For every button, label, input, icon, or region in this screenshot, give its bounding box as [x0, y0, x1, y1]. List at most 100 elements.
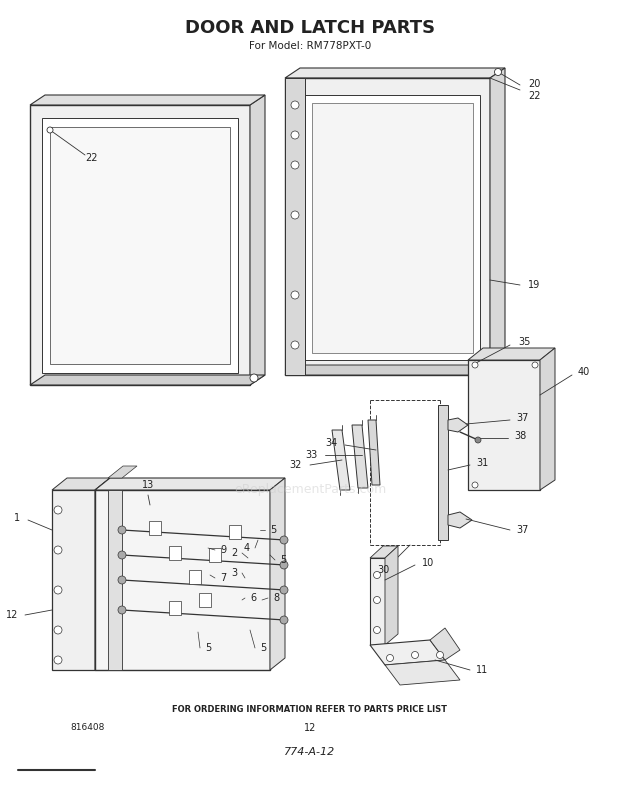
Polygon shape [385, 660, 460, 685]
Circle shape [250, 374, 258, 382]
Text: 12: 12 [304, 723, 316, 733]
Polygon shape [189, 570, 201, 584]
Circle shape [291, 341, 299, 349]
Polygon shape [209, 548, 221, 562]
Polygon shape [468, 348, 555, 360]
Circle shape [373, 597, 381, 604]
Polygon shape [229, 525, 241, 539]
Circle shape [54, 656, 62, 664]
Text: 774-A-12: 774-A-12 [285, 747, 335, 757]
Text: 40: 40 [578, 367, 590, 377]
Polygon shape [370, 546, 398, 558]
Circle shape [118, 526, 126, 534]
Text: 2: 2 [231, 548, 237, 558]
Text: 3: 3 [231, 568, 237, 578]
Text: 33: 33 [306, 450, 318, 460]
Polygon shape [30, 95, 265, 105]
Polygon shape [169, 601, 181, 615]
Polygon shape [108, 466, 137, 478]
Text: FOR ORDERING INFORMATION REFER TO PARTS PRICE LIST: FOR ORDERING INFORMATION REFER TO PARTS … [172, 706, 448, 714]
Circle shape [373, 571, 381, 579]
Polygon shape [95, 490, 270, 670]
Circle shape [280, 536, 288, 544]
Polygon shape [270, 478, 285, 670]
Text: 12: 12 [6, 610, 18, 620]
Circle shape [54, 626, 62, 634]
Text: 7: 7 [220, 573, 226, 583]
Text: 34: 34 [326, 438, 338, 448]
Polygon shape [169, 546, 181, 560]
Polygon shape [370, 640, 445, 665]
Text: 1: 1 [14, 513, 20, 523]
Circle shape [54, 506, 62, 514]
Polygon shape [368, 420, 380, 485]
Circle shape [475, 437, 481, 443]
Text: 5: 5 [260, 643, 266, 653]
Polygon shape [448, 418, 468, 432]
Circle shape [291, 161, 299, 169]
Text: 816408: 816408 [70, 724, 104, 732]
Text: 22: 22 [528, 91, 541, 101]
Polygon shape [149, 521, 161, 535]
Circle shape [47, 127, 53, 133]
Text: 4: 4 [244, 543, 250, 553]
Polygon shape [108, 490, 122, 670]
Text: 38: 38 [514, 431, 526, 441]
Text: For Model: RM778PXT-0: For Model: RM778PXT-0 [249, 41, 371, 51]
Polygon shape [448, 512, 472, 528]
Circle shape [472, 482, 478, 488]
Text: 13: 13 [142, 480, 154, 490]
Polygon shape [490, 68, 505, 375]
Text: 37: 37 [516, 413, 528, 423]
Text: 9: 9 [220, 545, 226, 555]
Text: 22: 22 [86, 153, 98, 163]
Polygon shape [430, 628, 460, 660]
Polygon shape [50, 127, 230, 364]
Polygon shape [52, 490, 95, 670]
Circle shape [532, 362, 538, 368]
Text: eReplacementParts.com: eReplacementParts.com [234, 484, 386, 496]
Text: 32: 32 [290, 460, 302, 470]
Polygon shape [385, 546, 398, 645]
Text: 5: 5 [205, 643, 211, 653]
Text: 5: 5 [280, 555, 286, 565]
Circle shape [118, 551, 126, 559]
Text: 30: 30 [377, 565, 389, 575]
Text: 11: 11 [476, 665, 489, 675]
Polygon shape [250, 95, 265, 385]
Circle shape [280, 586, 288, 594]
Text: 5: 5 [270, 525, 277, 535]
Polygon shape [352, 425, 368, 488]
Circle shape [291, 101, 299, 109]
Polygon shape [95, 478, 285, 490]
Polygon shape [95, 478, 110, 670]
Circle shape [436, 652, 443, 659]
Circle shape [412, 652, 418, 659]
Circle shape [495, 68, 502, 75]
Polygon shape [332, 430, 350, 490]
Circle shape [291, 291, 299, 299]
Text: 31: 31 [476, 458, 489, 468]
Polygon shape [285, 78, 490, 375]
Circle shape [373, 626, 381, 633]
Text: 19: 19 [528, 280, 540, 290]
Polygon shape [468, 360, 540, 490]
Circle shape [472, 362, 478, 368]
Circle shape [118, 576, 126, 584]
Polygon shape [285, 78, 305, 375]
Polygon shape [30, 375, 265, 385]
Polygon shape [285, 365, 505, 375]
Text: 8: 8 [273, 593, 279, 603]
Text: DOOR AND LATCH PARTS: DOOR AND LATCH PARTS [185, 19, 435, 37]
Text: 35: 35 [518, 337, 530, 347]
Polygon shape [42, 118, 238, 373]
Text: 6: 6 [250, 593, 256, 603]
Circle shape [118, 606, 126, 614]
Polygon shape [370, 558, 385, 645]
Polygon shape [285, 68, 505, 78]
Polygon shape [312, 103, 473, 353]
Polygon shape [30, 105, 250, 385]
Polygon shape [52, 478, 110, 490]
Polygon shape [540, 348, 555, 490]
Circle shape [280, 616, 288, 624]
